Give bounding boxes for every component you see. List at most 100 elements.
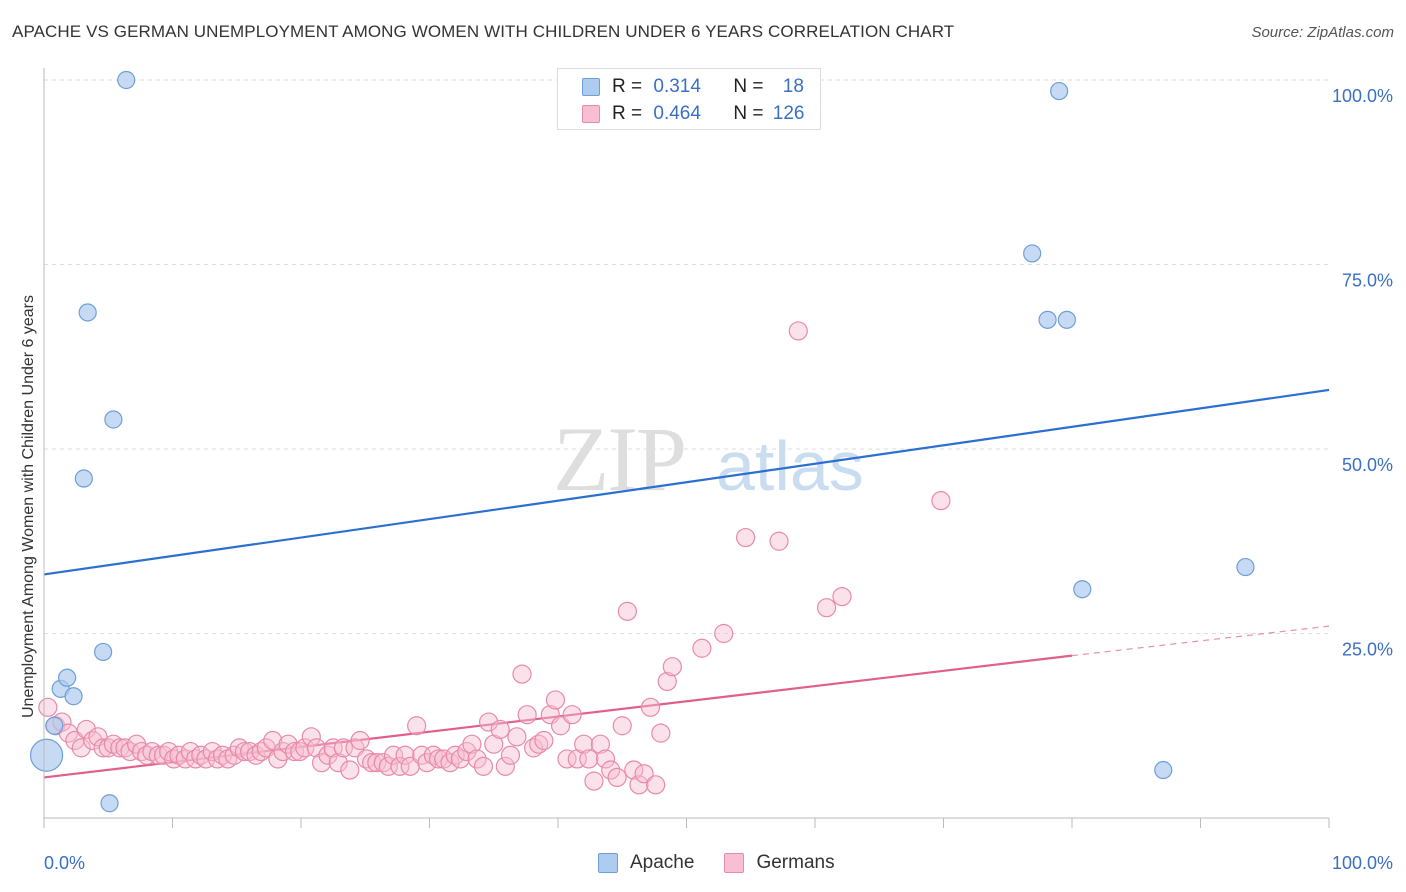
y-tick-label: 100.0% — [1332, 86, 1393, 106]
germans-trend-extension — [1071, 625, 1330, 657]
germans-point — [590, 734, 611, 754]
germans-point — [93, 738, 113, 758]
apache-point — [29, 738, 64, 772]
germans-point — [306, 738, 327, 758]
germans-point — [148, 745, 168, 765]
germans-swatch — [582, 105, 600, 123]
apache-point — [1073, 580, 1092, 599]
germans-point — [213, 745, 233, 765]
germans-point — [601, 760, 621, 780]
germans-point — [137, 745, 157, 765]
germans-point — [624, 760, 644, 780]
apache-point — [1236, 557, 1255, 577]
germans-point — [534, 730, 554, 751]
germans-point — [507, 727, 527, 747]
correlation-legend: R = 0.314 N = 18 R = 0.464 N = 126 — [557, 68, 821, 130]
germans-point — [931, 491, 951, 511]
y-axis-title: Unemployment Among Women with Children U… — [20, 294, 37, 718]
germans-point — [462, 734, 482, 754]
germans-point — [103, 734, 123, 754]
apache-legend-swatch — [598, 853, 618, 873]
legend-r-label: R = — [612, 103, 648, 124]
germans-point — [98, 738, 118, 758]
germans-point — [545, 690, 566, 710]
germans-point — [395, 745, 415, 765]
legend-row-germans: R = 0.464 N = 126 — [582, 102, 804, 126]
apache-point — [58, 668, 77, 687]
germans-point — [251, 741, 271, 762]
x-tick-label: 0.0% — [44, 853, 85, 873]
legend-r-value: 0.464 — [653, 103, 701, 124]
germans-point — [284, 741, 305, 762]
germans-point — [646, 775, 666, 795]
germans-point — [736, 527, 756, 548]
legend-n-label: N = — [733, 103, 769, 124]
y-tick-label: 50.0% — [1342, 455, 1393, 475]
apache-point — [104, 410, 123, 429]
germans-point — [328, 753, 348, 773]
germans-point — [246, 745, 266, 765]
chart-source: Source: ZipAtlas.com — [1251, 24, 1394, 41]
germans-point — [434, 749, 454, 769]
germans-point — [612, 716, 632, 736]
apache-point — [94, 642, 113, 662]
apache-point — [1057, 310, 1076, 329]
apache-point — [1023, 244, 1042, 263]
series-legend: Apache Germans — [598, 852, 835, 874]
germans-point — [490, 719, 510, 740]
germans-point — [229, 738, 249, 758]
germans-point — [523, 738, 544, 758]
y-tick-label: 75.0% — [1342, 271, 1393, 291]
legend-n-value: 18 — [782, 76, 804, 97]
germans-point — [390, 756, 410, 776]
germans-point — [562, 705, 582, 725]
watermark-atlas: atlas — [716, 427, 864, 505]
apache-point — [1154, 760, 1173, 780]
legend-row-apache: R = 0.314 N = 18 — [582, 75, 804, 99]
apache-swatch — [582, 78, 600, 96]
germans-point — [816, 598, 837, 618]
apache-point — [74, 469, 93, 488]
germans-point — [595, 749, 616, 769]
apache-point — [1038, 310, 1057, 329]
apache-point — [45, 716, 64, 735]
germans-point — [423, 745, 443, 765]
germans-point — [153, 745, 174, 765]
germans-point — [479, 712, 499, 732]
germans-point — [529, 734, 549, 754]
germans-point — [234, 741, 255, 762]
y-tick-label: 25.0% — [1342, 640, 1393, 660]
legend-r-label: R = — [612, 76, 648, 97]
germans-point — [662, 657, 682, 677]
germans-point — [383, 745, 404, 765]
germans-point — [38, 697, 58, 717]
germans-point — [367, 753, 387, 773]
germans-point — [445, 745, 465, 765]
germans-point — [579, 749, 599, 769]
germans-legend-swatch — [724, 853, 745, 873]
germans-point — [500, 745, 521, 765]
apache-legend-label: Apache — [630, 852, 695, 873]
germans-point — [71, 738, 91, 758]
germans-point — [788, 321, 808, 341]
germans-point — [692, 638, 712, 658]
germans-point — [142, 741, 162, 762]
germans-point — [450, 749, 470, 769]
germans-point — [574, 734, 594, 754]
apache-point — [78, 303, 97, 322]
legend-n-label: N = — [733, 76, 769, 97]
legend-n-value: 126 — [772, 103, 805, 124]
apache-trend-line — [43, 388, 1330, 576]
germans-point — [164, 749, 184, 769]
germans-point — [651, 723, 671, 743]
germans-point — [832, 586, 852, 607]
germans-point — [467, 749, 487, 769]
germans-point — [333, 738, 354, 758]
watermark-zip: ZIP — [553, 408, 685, 510]
germans-point — [340, 760, 360, 780]
germans-point — [769, 531, 789, 551]
germans-point — [76, 719, 97, 740]
germans-point — [186, 749, 206, 769]
